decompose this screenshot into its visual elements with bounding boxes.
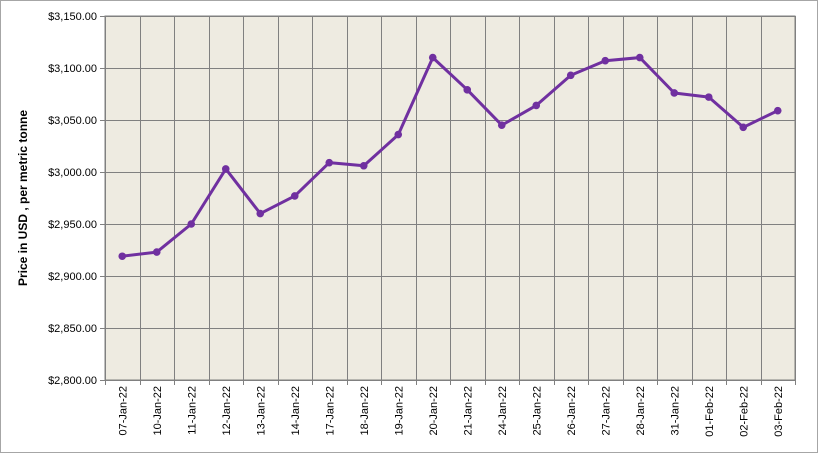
x-tick-label: 12-Jan-22 [221, 386, 233, 436]
x-tick-label: 27-Jan-22 [600, 386, 612, 436]
y-tick-label: $2,850.00 [48, 323, 97, 335]
data-point [152, 248, 161, 256]
x-tick-label: 11-Jan-22 [186, 386, 198, 435]
data-points [118, 53, 782, 261]
x-tick-label: 17-Jan-22 [324, 386, 336, 436]
y-tick-label: $2,950.00 [48, 219, 97, 231]
y-axis-ticks: $2,800.00 $2,850.00 $2,900.00 $2,950.00 $3,0… [48, 11, 105, 387]
gridlines [105, 16, 796, 381]
x-tick-label: 31-Jan-22 [669, 386, 681, 436]
x-tick-label: 03-Feb-22 [773, 386, 785, 437]
y-axis-title: Price in USD , per metric tonne [16, 110, 30, 286]
data-point [601, 56, 610, 65]
data-point [359, 161, 368, 170]
data-point [221, 165, 230, 173]
x-axis-ticks: 07-Jan-22 10-Jan-22 11-Jan-22 12-Jan-22 13-J… [105, 380, 796, 437]
data-point [704, 93, 713, 101]
x-tick-label: 26-Jan-22 [566, 386, 578, 436]
x-tick-label: 13-Jan-22 [255, 386, 267, 436]
x-tick-label: 07-Jan-22 [117, 386, 129, 436]
data-point [635, 53, 644, 62]
y-tick-label: $2,800.00 [48, 375, 97, 387]
x-tick-label: 19-Jan-22 [393, 386, 405, 436]
data-point [187, 220, 196, 228]
data-point [428, 53, 437, 62]
data-point [532, 101, 541, 110]
data-point [256, 209, 265, 218]
x-tick-label: 18-Jan-22 [359, 386, 371, 436]
data-point [670, 89, 679, 97]
data-point [566, 71, 575, 80]
data-point [739, 123, 748, 132]
x-tick-label: 14-Jan-22 [290, 386, 302, 436]
x-tick-label: 21-Jan-22 [462, 386, 474, 436]
data-point [290, 192, 299, 200]
data-point [325, 158, 334, 167]
x-tick-label: 25-Jan-22 [531, 386, 543, 436]
x-tick-label: 20-Jan-22 [428, 386, 440, 436]
data-point [497, 121, 506, 129]
data-point [394, 130, 403, 139]
data-point [773, 106, 782, 115]
y-tick-label: $3,150.00 [48, 11, 97, 23]
x-tick-label: 10-Jan-22 [152, 386, 164, 436]
y-tick-label: $3,050.00 [48, 115, 97, 127]
x-tick-label: 02-Feb-22 [738, 386, 750, 437]
x-tick-label: 28-Jan-22 [635, 386, 647, 436]
x-tick-label: 24-Jan-22 [497, 386, 509, 436]
data-point [463, 86, 472, 94]
data-point [118, 252, 127, 261]
x-tick-label: 01-Feb-22 [704, 386, 716, 437]
y-tick-label: $3,000.00 [48, 167, 97, 179]
series-line [122, 56, 779, 258]
y-tick-label: $3,100.00 [48, 63, 97, 75]
y-tick-label: $2,900.00 [48, 271, 97, 283]
